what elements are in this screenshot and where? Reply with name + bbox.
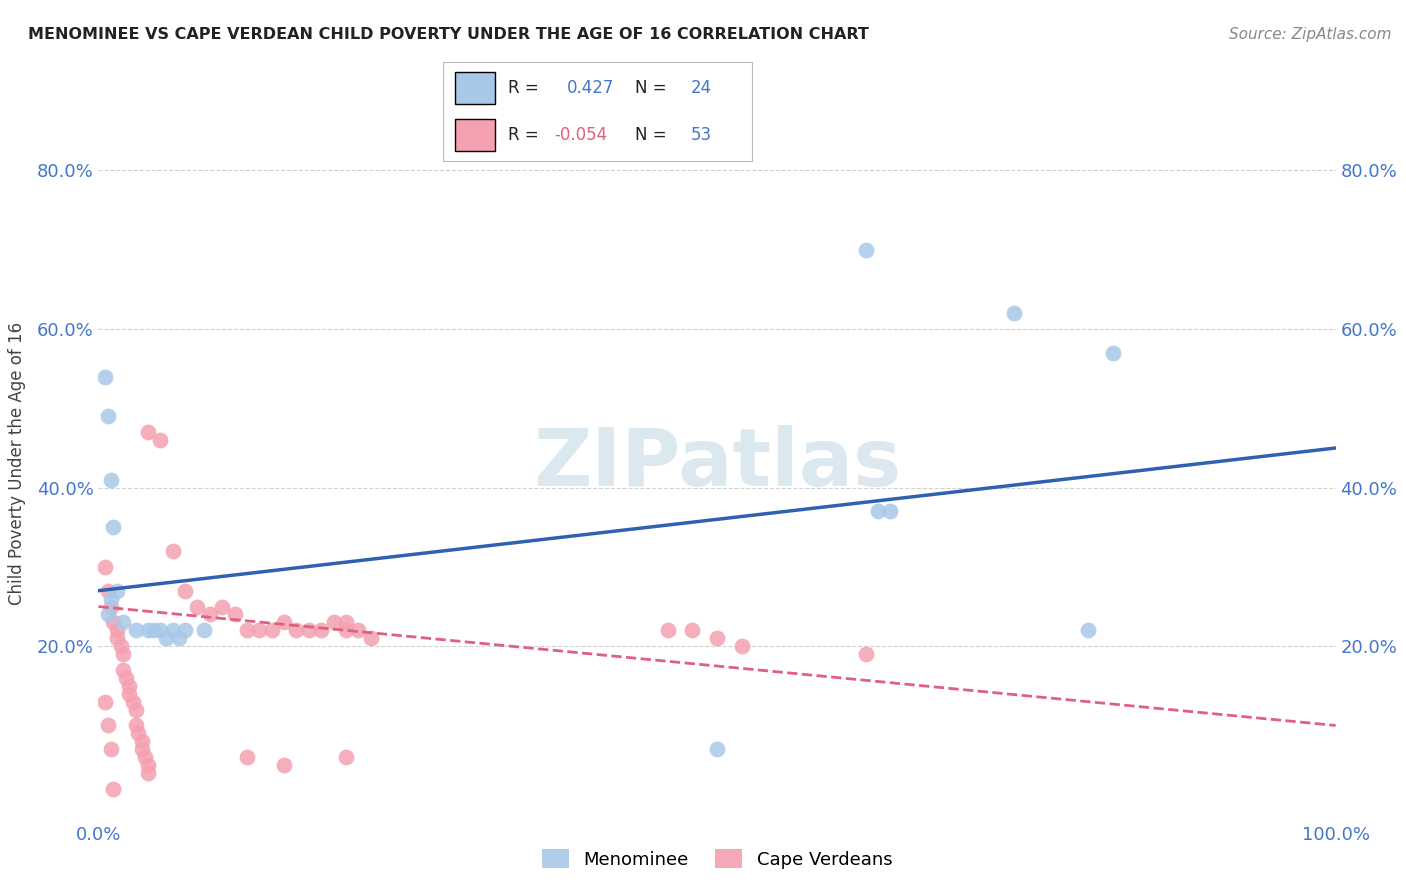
Point (97, 607, 120, 622)
Point (162, 544, 184, 558)
Point (100, 742, 122, 756)
Point (731, 639, 754, 653)
Point (118, 687, 141, 701)
Point (118, 679, 141, 693)
Point (97, 718, 120, 732)
Point (706, 632, 728, 646)
FancyBboxPatch shape (456, 72, 495, 103)
Point (167, 632, 190, 646)
Point (335, 615, 357, 630)
Point (136, 766, 159, 780)
Point (103, 520, 125, 534)
FancyBboxPatch shape (456, 120, 495, 151)
Point (105, 632, 128, 646)
Point (224, 607, 246, 622)
Point (100, 599, 122, 614)
Point (706, 742, 728, 756)
Point (1077, 624, 1099, 638)
Point (236, 624, 259, 638)
Point (112, 615, 135, 630)
Point (93, 369, 115, 384)
Point (322, 615, 344, 630)
Point (186, 599, 208, 614)
Point (103, 615, 125, 630)
Point (162, 624, 184, 638)
Point (100, 591, 122, 606)
Point (93, 695, 115, 709)
Point (855, 243, 877, 257)
Text: Source: ZipAtlas.com: Source: ZipAtlas.com (1229, 27, 1392, 42)
Point (1002, 306, 1025, 320)
Point (260, 624, 283, 638)
Point (127, 726, 149, 740)
Point (122, 695, 145, 709)
Point (174, 624, 197, 638)
Point (110, 639, 132, 653)
Point (97, 409, 120, 424)
Point (879, 504, 901, 518)
Point (681, 624, 703, 638)
Point (273, 758, 295, 772)
Point (105, 624, 128, 638)
Point (97, 583, 120, 598)
Point (309, 624, 332, 638)
Text: N =: N = (634, 79, 666, 97)
Text: ZIPatlas: ZIPatlas (533, 425, 901, 503)
Point (298, 624, 321, 638)
Point (105, 583, 128, 598)
Point (855, 647, 877, 661)
Point (657, 624, 679, 638)
Point (124, 624, 146, 638)
Point (134, 750, 156, 764)
Point (1102, 346, 1125, 360)
Point (136, 758, 159, 772)
Text: 0.427: 0.427 (567, 79, 614, 97)
Point (136, 624, 159, 638)
Text: R =: R = (508, 126, 538, 144)
Point (131, 742, 153, 756)
Text: -0.054: -0.054 (554, 126, 607, 144)
Point (149, 624, 172, 638)
Point (112, 663, 135, 677)
Point (866, 504, 889, 518)
Point (124, 703, 146, 717)
Point (247, 624, 270, 638)
Legend: Menominee, Cape Verdeans: Menominee, Cape Verdeans (534, 842, 900, 876)
Point (93, 560, 115, 574)
Point (124, 718, 146, 732)
Point (211, 599, 233, 614)
Point (136, 425, 159, 439)
Point (335, 750, 357, 764)
Point (285, 624, 308, 638)
Point (100, 473, 122, 487)
Point (112, 647, 135, 661)
Point (149, 433, 172, 447)
Point (273, 615, 295, 630)
Point (155, 632, 177, 646)
Point (347, 624, 370, 638)
Point (360, 632, 382, 646)
Point (335, 624, 357, 638)
Point (198, 607, 221, 622)
Text: 24: 24 (690, 79, 711, 97)
Point (131, 734, 153, 748)
Point (193, 624, 215, 638)
Point (103, 781, 125, 796)
Text: 53: 53 (690, 126, 711, 144)
Y-axis label: Child Poverty Under the Age of 16: Child Poverty Under the Age of 16 (7, 322, 25, 606)
Point (236, 750, 259, 764)
Text: N =: N = (634, 126, 666, 144)
Text: R =: R = (508, 79, 538, 97)
Point (143, 624, 166, 638)
Point (114, 671, 136, 685)
Text: MENOMINEE VS CAPE VERDEAN CHILD POVERTY UNDER THE AGE OF 16 CORRELATION CHART: MENOMINEE VS CAPE VERDEAN CHILD POVERTY … (28, 27, 869, 42)
Point (174, 583, 197, 598)
